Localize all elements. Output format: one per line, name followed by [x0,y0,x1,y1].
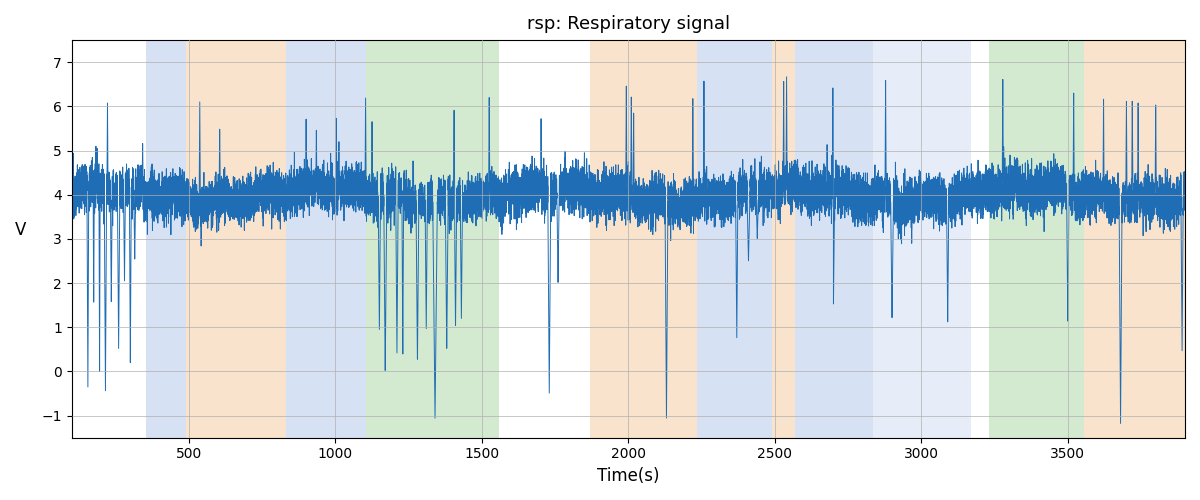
Bar [186,40,286,438]
Bar [286,40,366,438]
Bar [697,40,772,438]
Bar [366,40,499,438]
Bar [1084,40,1186,438]
Bar [796,40,872,438]
Bar [590,40,697,438]
Bar [872,40,971,438]
Bar [772,40,796,438]
Bar [989,40,1084,438]
X-axis label: Time(s): Time(s) [598,467,660,485]
Y-axis label: V: V [16,221,26,239]
Title: rsp: Respiratory signal: rsp: Respiratory signal [527,15,730,33]
Bar [146,40,186,438]
